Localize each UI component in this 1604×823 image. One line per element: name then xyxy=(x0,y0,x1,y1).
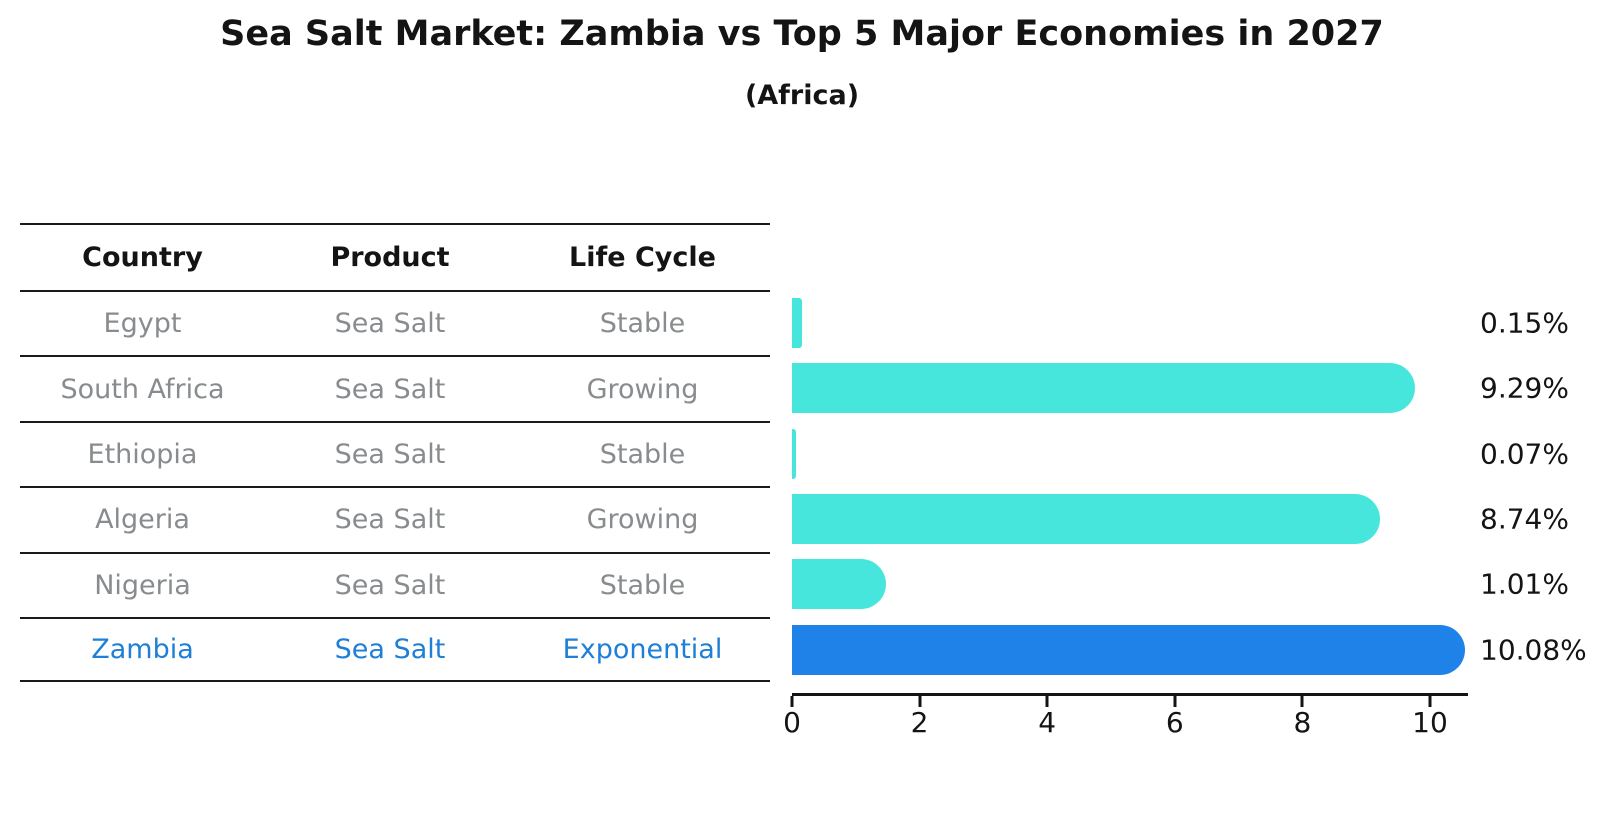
x-axis-line xyxy=(792,693,1468,696)
x-axis-tick xyxy=(918,696,922,707)
table-cell: Stable xyxy=(599,308,686,340)
table-cell: Zambia xyxy=(91,634,194,666)
table-row-zambia: Zambia Sea Salt Exponential xyxy=(20,617,770,683)
x-axis-tick-label: 0 xyxy=(783,706,801,739)
x-axis-tick xyxy=(790,696,794,707)
table-cell: Ethiopia xyxy=(87,438,198,470)
value-label: 0.15% xyxy=(1480,306,1569,340)
table-cell: Sea Salt xyxy=(334,634,446,666)
bar-zambia xyxy=(792,624,1466,675)
bar-nigeria xyxy=(792,559,887,610)
x-axis-tick-label: 4 xyxy=(1038,706,1057,739)
table-cell: Stable xyxy=(599,569,686,601)
table-cell: Sea Salt xyxy=(334,569,446,601)
bar-south-africa xyxy=(792,363,1415,414)
column-header: Country xyxy=(82,242,203,273)
x-axis-tick xyxy=(1428,696,1432,707)
table-cell: Algeria xyxy=(95,504,190,536)
table-cell: Sea Salt xyxy=(334,504,446,536)
table-cell: Exponential xyxy=(562,634,723,666)
table-row-algeria: Algeria Sea Salt Growing xyxy=(20,486,770,551)
table-row-nigeria: Nigeria Sea Salt Stable xyxy=(20,551,770,617)
table-cell: Egypt xyxy=(103,308,182,340)
bar-algeria xyxy=(792,493,1380,544)
x-axis-tick-label: 2 xyxy=(910,706,929,739)
value-label: 9.29% xyxy=(1480,371,1569,405)
value-label: 0.07% xyxy=(1480,437,1569,470)
value-label: 10.08% xyxy=(1480,633,1587,667)
table-cell: Nigeria xyxy=(94,569,191,601)
table-cell: South Africa xyxy=(60,373,225,405)
value-label: 1.01% xyxy=(1480,567,1569,601)
table-cell: Sea Salt xyxy=(334,373,446,405)
table-row-header: Country Product Life Cycle xyxy=(20,223,770,290)
x-axis-tick xyxy=(1300,696,1304,707)
table-row-south-africa: South Africa Sea Salt Growing xyxy=(20,355,770,420)
bar-ethiopia xyxy=(792,428,797,479)
chart-title: Sea Salt Market: Zambia vs Top 5 Major E… xyxy=(220,14,1384,54)
table-cell: Sea Salt xyxy=(334,308,446,340)
x-axis-tick-label: 10 xyxy=(1412,706,1448,739)
table-cell: Growing xyxy=(586,504,699,536)
value-label: 8.74% xyxy=(1480,502,1569,536)
column-header: Product xyxy=(330,242,450,273)
table-cell: Stable xyxy=(599,438,686,470)
chart-subtitle: (Africa) xyxy=(744,80,860,111)
x-axis-tick xyxy=(1045,696,1049,707)
table-row-ethiopia: Ethiopia Sea Salt Stable xyxy=(20,420,770,486)
x-axis-tick-label: 6 xyxy=(1165,706,1184,739)
bar-egypt xyxy=(792,297,802,348)
x-axis-tick xyxy=(1173,696,1177,707)
x-axis-tick-label: 8 xyxy=(1293,706,1312,739)
column-header: Life Cycle xyxy=(569,242,716,273)
table-cell: Growing xyxy=(586,373,699,405)
table-row-egypt: Egypt Sea Salt Stable xyxy=(20,290,770,355)
table-cell: Sea Salt xyxy=(334,438,446,470)
